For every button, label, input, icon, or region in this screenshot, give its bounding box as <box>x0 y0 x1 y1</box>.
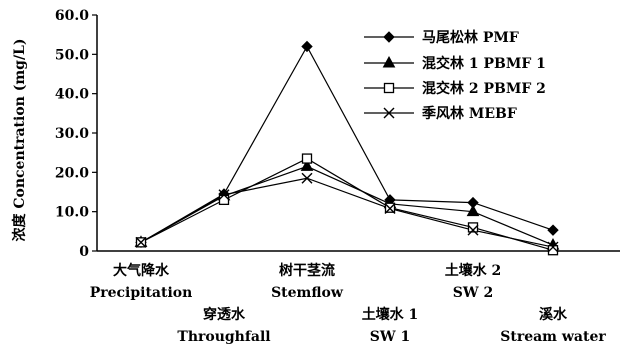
legend-marker <box>382 55 396 68</box>
data-point-series-3 <box>301 153 313 164</box>
y-axis-ticks: 0 10.0 20.0 30.0 40.0 50.0 60.0 <box>55 8 97 260</box>
series-line-4 <box>140 177 554 248</box>
chart-axes <box>96 15 620 252</box>
category-label-zh: 穿透水 <box>203 306 246 323</box>
series-line-2 <box>140 165 554 246</box>
category-label-en: SW 2 <box>453 285 493 301</box>
y-tick-label: 20.0 <box>55 165 89 181</box>
category-label-en: Stream water <box>500 329 606 345</box>
category-label-en: Throughfall <box>177 329 270 345</box>
data-point-series-4 <box>384 203 396 215</box>
y-tick-label: 0 <box>79 244 89 260</box>
data-point-series-4 <box>547 241 559 253</box>
data-point-series-4 <box>467 224 479 236</box>
data-point-series-3 <box>218 194 230 206</box>
category-label-en: Stemflow <box>271 285 344 301</box>
category-label-zh: 土壤水 1 <box>362 306 419 323</box>
y-tick-label: 40.0 <box>55 87 89 103</box>
category-label-zh: 溪水 <box>539 306 568 323</box>
legend-label: 季风林 MEBF <box>421 105 517 122</box>
legend-marker <box>383 31 395 43</box>
category-label-zh: 土壤水 2 <box>445 262 502 279</box>
category-label-zh: 树干茎流 <box>279 262 335 279</box>
series-markers <box>134 40 560 256</box>
data-point-series-2 <box>466 204 480 217</box>
legend: 马尾松林 PMF 混交林 1 PBMF 1 混交林 2 PBMF 2 季风林 MEBF <box>364 29 546 122</box>
series-line-3 <box>140 157 554 251</box>
data-point-series-1 <box>547 224 559 236</box>
legend-label: 马尾松林 PMF <box>422 29 519 46</box>
data-point-series-3 <box>467 222 479 233</box>
legend-label: 混交林 1 PBMF 1 <box>422 55 546 72</box>
data-point-series-4 <box>135 236 147 248</box>
y-tick-label: 50.0 <box>55 47 89 63</box>
y-tick-label: 30.0 <box>55 126 89 142</box>
category-label-en: Precipitation <box>90 285 193 301</box>
category-labels: 大气降水 Precipitation 穿透水 Throughfall 树干茎流 Stemf… <box>90 262 607 345</box>
y-tick-label: 10.0 <box>55 205 89 221</box>
data-point-series-4 <box>218 189 230 201</box>
data-point-series-1 <box>301 40 313 53</box>
data-point-series-3 <box>547 245 559 256</box>
category-label-zh: 大气降水 <box>113 262 170 279</box>
data-point-series-4 <box>301 172 313 184</box>
series-line-1 <box>140 45 554 243</box>
series-lines <box>140 45 554 251</box>
category-label-en: SW 1 <box>370 329 410 345</box>
data-point-series-2 <box>300 159 314 171</box>
legend-marker <box>383 82 395 94</box>
legend-label: 混交林 2 PBMF 2 <box>422 80 546 97</box>
y-tick-label: 60.0 <box>55 8 89 24</box>
y-axis-label: 浓度 Concentration (mg/L) <box>11 38 28 241</box>
legend-marker <box>383 107 395 119</box>
